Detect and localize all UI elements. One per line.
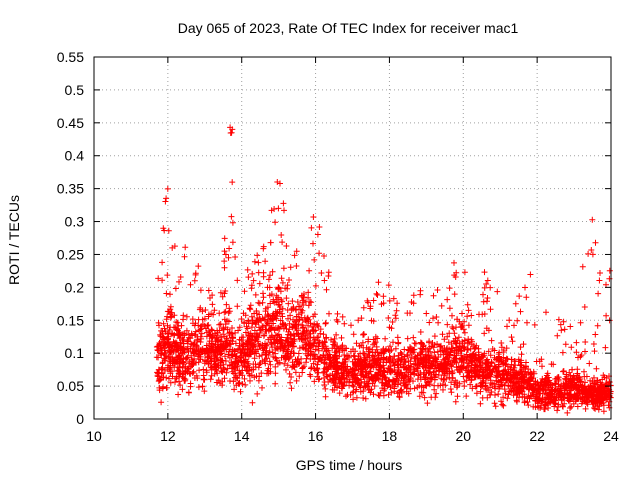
- y-axis-label: ROTI / TECUs: [6, 195, 22, 285]
- x-tick-label: 16: [308, 428, 324, 444]
- data-points: [153, 124, 614, 416]
- grid-lines: [94, 57, 611, 419]
- y-tick-label: 0.45: [57, 115, 84, 131]
- y-tick-label: 0.55: [57, 49, 84, 65]
- x-tick-label: 24: [603, 428, 619, 444]
- x-tick-label: 12: [160, 428, 176, 444]
- x-tick-label: 20: [455, 428, 471, 444]
- y-tick-label: 0.15: [57, 312, 84, 328]
- y-tick-label: 0.35: [57, 181, 84, 197]
- y-tick-label: 0: [76, 411, 84, 427]
- x-tick-label: 22: [529, 428, 545, 444]
- x-tick-label: 18: [382, 428, 398, 444]
- y-tick-label: 0.4: [65, 148, 85, 164]
- x-tick-label: 14: [234, 428, 250, 444]
- x-tick-label: 10: [86, 428, 102, 444]
- y-tick-label: 0.1: [65, 345, 85, 361]
- x-axis-ticks: 10 12 14 16 18 20 22 24: [86, 57, 619, 444]
- y-tick-label: 0.5: [65, 82, 85, 98]
- chart-title: Day 065 of 2023, Rate Of TEC Index for r…: [178, 20, 519, 36]
- x-axis-label: GPS time / hours: [296, 457, 403, 473]
- y-tick-label: 0.25: [57, 246, 84, 262]
- y-axis-ticks: 0 0.05 0.1 0.15 0.2 0.25 0.3 0.35 0.4 0.45 0.5 0.55: [57, 49, 611, 427]
- y-tick-label: 0.2: [65, 279, 85, 295]
- y-tick-label: 0.3: [65, 214, 85, 230]
- y-tick-label: 0.05: [57, 378, 84, 394]
- plot-frame: [93, 56, 612, 420]
- roti-point-markers: [153, 124, 614, 416]
